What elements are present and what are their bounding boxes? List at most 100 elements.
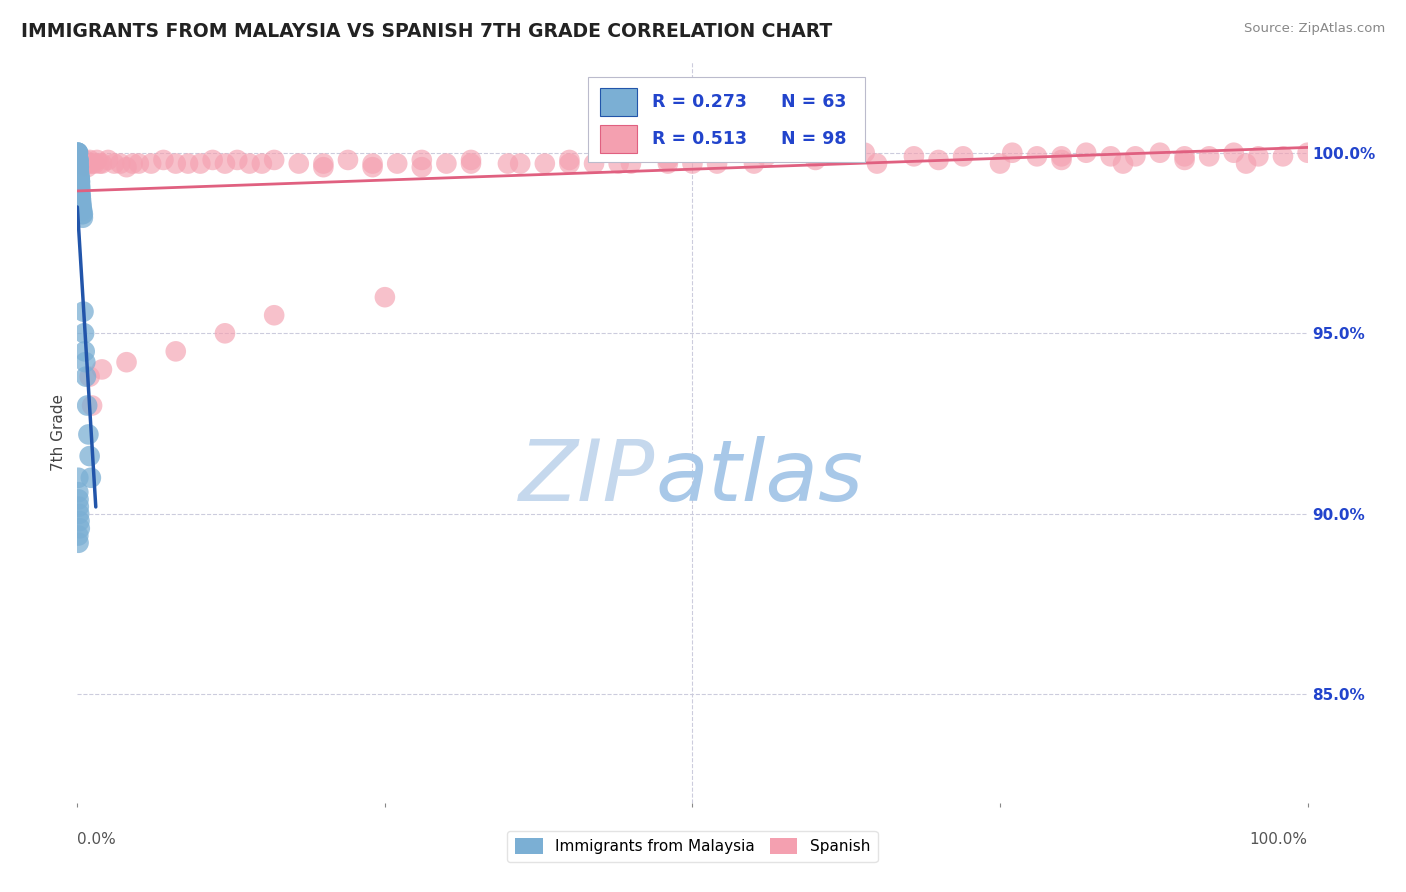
Point — [69, 182, 91, 196]
Point — [76, 160, 98, 174]
Text: 0.0%: 0.0% — [77, 832, 117, 847]
Point — [312, 156, 335, 170]
Point — [67, 168, 90, 182]
Point — [70, 207, 93, 221]
Point — [115, 355, 138, 369]
Text: R = 0.273: R = 0.273 — [652, 93, 747, 111]
Point — [76, 399, 98, 413]
Point — [82, 156, 104, 170]
Point — [86, 153, 108, 167]
Point — [1149, 145, 1171, 160]
Point — [201, 153, 224, 167]
Point — [67, 156, 90, 170]
Point — [70, 156, 93, 170]
Point — [90, 156, 114, 170]
Point — [67, 153, 90, 167]
Text: 100.0%: 100.0% — [1250, 832, 1308, 847]
Point — [804, 153, 827, 167]
Point — [534, 156, 557, 170]
Point — [1247, 149, 1270, 163]
Point — [755, 149, 778, 163]
Point — [115, 160, 138, 174]
Point — [66, 145, 89, 160]
Point — [657, 153, 679, 167]
Point — [66, 156, 89, 170]
Point — [558, 156, 581, 170]
Point — [1234, 156, 1257, 170]
Point — [69, 153, 91, 167]
Point — [361, 160, 384, 174]
Point — [110, 156, 132, 170]
Point — [67, 156, 90, 170]
Point — [706, 156, 728, 170]
Point — [263, 153, 285, 167]
Point — [83, 156, 105, 170]
Point — [177, 156, 200, 170]
Point — [80, 471, 103, 485]
Point — [69, 171, 91, 186]
Point — [128, 156, 150, 170]
Point — [67, 163, 90, 178]
Point — [67, 528, 90, 542]
Point — [70, 200, 93, 214]
Point — [67, 171, 90, 186]
Bar — [600, 125, 637, 153]
Point — [361, 156, 384, 170]
Point — [67, 485, 90, 500]
Point — [657, 156, 679, 170]
Point — [66, 145, 89, 160]
Point — [226, 153, 249, 167]
Point — [70, 196, 93, 211]
Point — [69, 178, 91, 193]
Point — [67, 171, 90, 186]
Point — [69, 186, 91, 200]
Point — [928, 153, 950, 167]
Point — [72, 304, 94, 318]
Point — [374, 290, 396, 304]
Point — [620, 156, 643, 170]
Point — [72, 207, 94, 221]
Point — [69, 175, 91, 189]
Text: N = 63: N = 63 — [782, 93, 846, 111]
Point — [69, 521, 91, 535]
Text: N = 98: N = 98 — [782, 129, 846, 148]
Point — [385, 156, 409, 170]
Point — [79, 369, 101, 384]
Point — [742, 156, 765, 170]
Point — [89, 156, 111, 170]
Point — [250, 156, 273, 170]
Point — [79, 449, 101, 463]
Point — [853, 145, 876, 160]
Point — [165, 344, 187, 359]
Point — [411, 160, 433, 174]
Point — [436, 156, 458, 170]
Point — [1272, 149, 1295, 163]
Point — [67, 492, 90, 507]
Point — [67, 163, 90, 178]
Point — [67, 156, 90, 170]
Point — [75, 369, 97, 384]
Point — [1076, 145, 1098, 160]
Point — [67, 160, 90, 174]
Point — [69, 171, 91, 186]
Point — [1296, 145, 1319, 160]
Point — [67, 160, 90, 174]
Y-axis label: 7th Grade: 7th Grade — [51, 394, 66, 471]
Point — [66, 145, 89, 160]
Point — [866, 156, 889, 170]
Text: IMMIGRANTS FROM MALAYSIA VS SPANISH 7TH GRADE CORRELATION CHART: IMMIGRANTS FROM MALAYSIA VS SPANISH 7TH … — [21, 22, 832, 41]
Point — [72, 156, 94, 170]
Point — [411, 153, 433, 167]
Point — [69, 175, 91, 189]
Point — [67, 500, 90, 514]
Point — [460, 153, 482, 167]
Point — [903, 149, 925, 163]
Point — [460, 156, 482, 170]
Point — [67, 471, 90, 485]
Point — [583, 156, 606, 170]
Point — [77, 427, 100, 442]
Point — [67, 153, 90, 167]
Bar — [600, 87, 637, 116]
Point — [67, 156, 90, 170]
Point — [67, 160, 90, 174]
